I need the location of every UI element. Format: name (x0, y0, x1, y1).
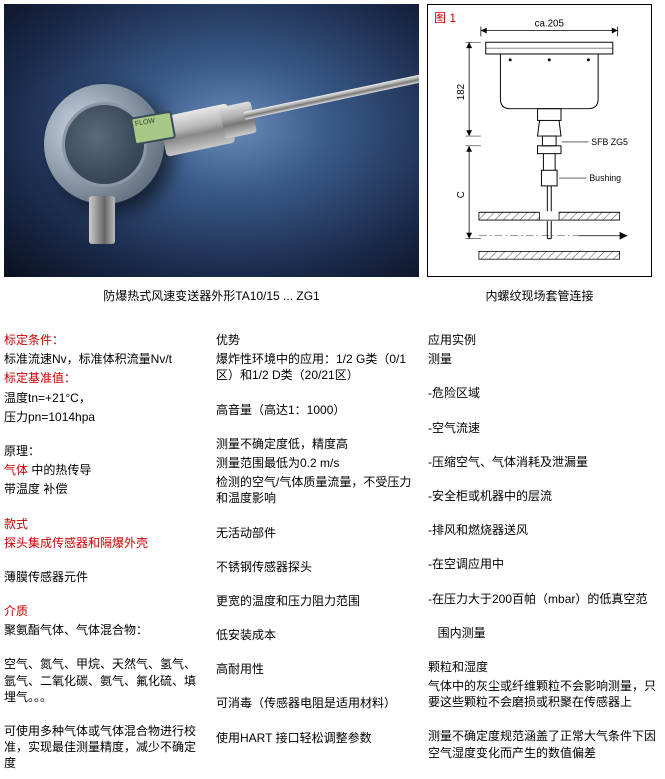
label-bushing: Bushing (589, 173, 621, 183)
text: -压缩空气、气体消耗及泄漏量 (428, 454, 661, 470)
figure-label: 图 1 (434, 9, 456, 26)
text: -在空调应用中 (428, 556, 661, 572)
text: 检测的空气/气体质量流量，不受压力和温度影响 (216, 474, 416, 506)
text: 高耐用性 (216, 661, 416, 677)
text: 爆炸性环境中的应用：1/2 G类（0/1区）和1/2 D类（20/21区） (216, 351, 416, 383)
probe-nut (219, 101, 257, 139)
heading-media: 介质 (4, 603, 204, 619)
probe-shaft (243, 68, 419, 119)
text: 可消毒（传感器电阻是适用材料） (216, 695, 416, 711)
diagram-caption: 内螺纹现场套管连接 (427, 287, 652, 304)
diagram-svg: ca.205 182 (432, 9, 647, 268)
text: 气体中的灰尘或纤维颗粒不会影响测量，只要这些颗粒不会磨损或积聚在传感器上 (428, 678, 661, 710)
text: 更宽的温度和压力阻力范围 (216, 593, 416, 609)
text: 可使用多种气体或气体混合物进行校准，实现最佳测量精度，减少不确定度 (4, 723, 204, 772)
text: 测量 (428, 351, 661, 367)
heading-calib-conditions: 标定条件： (4, 332, 204, 348)
heading-particles: 颗粒和湿度 (428, 659, 661, 675)
text: -排风和燃烧器送风 (428, 522, 661, 538)
column-2: 优势 爆炸性环境中的应用：1/2 G类（0/1区）和1/2 D类（20/21区）… (216, 332, 416, 775)
text: 高音量（高达1：1000） (216, 402, 416, 418)
text: 温度tn=+21°C， (4, 390, 204, 406)
transmitter-face (62, 102, 147, 187)
text: -在压力大于200百帕（mbar）的低真空范 (428, 591, 661, 607)
text: 薄膜传感器元件 (4, 569, 204, 585)
heading-style: 款式 (4, 516, 204, 532)
text: 测量范围最低为0.2 m/s (216, 455, 416, 471)
dim-c: C (456, 191, 467, 198)
heading-applications: 应用实例 (428, 332, 661, 348)
text: 带温度 补偿 (4, 481, 204, 497)
text: 围内测量 (428, 625, 661, 641)
top-row: FLOW 防爆热式风速变送器外形TA10/15 ... ZG1 图 1 ca.2… (4, 4, 661, 310)
text: -空气流速 (428, 420, 661, 436)
bottom-stem (89, 196, 115, 244)
heading-advantages: 优势 (216, 332, 416, 348)
product-photo-block: FLOW 防爆热式风速变送器外形TA10/15 ... ZG1 (4, 4, 419, 310)
diagram-frame: 图 1 ca.205 (427, 4, 652, 277)
column-1: 标定条件： 标准流速Nv，标准体积流量Nv/t 标定基准值： 温度tn=+21°… (4, 332, 204, 775)
column-3: 应用实例 测量 -危险区域 -空气流速 -压缩空气、气体消耗及泄漏量 -安全柜或… (428, 332, 661, 775)
text: 不锈钢传感器探头 (216, 559, 416, 575)
text: -安全柜或机器中的层流 (428, 488, 661, 504)
dim-182: 182 (456, 84, 467, 100)
text: 中的热传导 (28, 463, 91, 477)
label-sfb: SFB ZG5 (591, 137, 628, 147)
heading-calib-ref: 标定基准值： (4, 370, 204, 386)
dim-top: ca.205 (535, 19, 565, 30)
text-style-desc: 探头集成传感器和隔爆外壳 (4, 535, 204, 551)
text: 测量不确定度低，精度高 (216, 436, 416, 452)
text: 低安装成本 (216, 627, 416, 643)
product-photo: FLOW (4, 4, 419, 277)
text: 空气、氮气、甲烷、天然气、氢气、氩气、二氧化碳、氨气、氟化硫、填埋气。。。 (4, 656, 204, 705)
text: 标准流速Nv，标准体积流量Nv/t (4, 351, 204, 367)
text: 无活动部件 (216, 525, 416, 541)
technical-diagram-block: 图 1 ca.205 (427, 4, 652, 310)
text: 气体 中的热传导 (4, 462, 204, 478)
text: 测量不确定度规范涵盖了正常大气条件下因空气湿度变化而产生的数值偏差 (428, 728, 661, 760)
text: 使用HART 接口轻松调整参数 (216, 730, 416, 746)
text: 聚氨酯气体、气体混合物： (4, 622, 204, 638)
heading-principle: 原理： (4, 443, 204, 459)
text: -危险区域 (428, 385, 661, 401)
text: 压力pn=1014hpa (4, 409, 204, 425)
photo-caption: 防爆热式风速变送器外形TA10/15 ... ZG1 (4, 287, 419, 304)
text-gas: 气体 (4, 463, 28, 477)
text-columns: 标定条件： 标准流速Nv，标准体积流量Nv/t 标定基准值： 温度tn=+21°… (4, 332, 661, 775)
